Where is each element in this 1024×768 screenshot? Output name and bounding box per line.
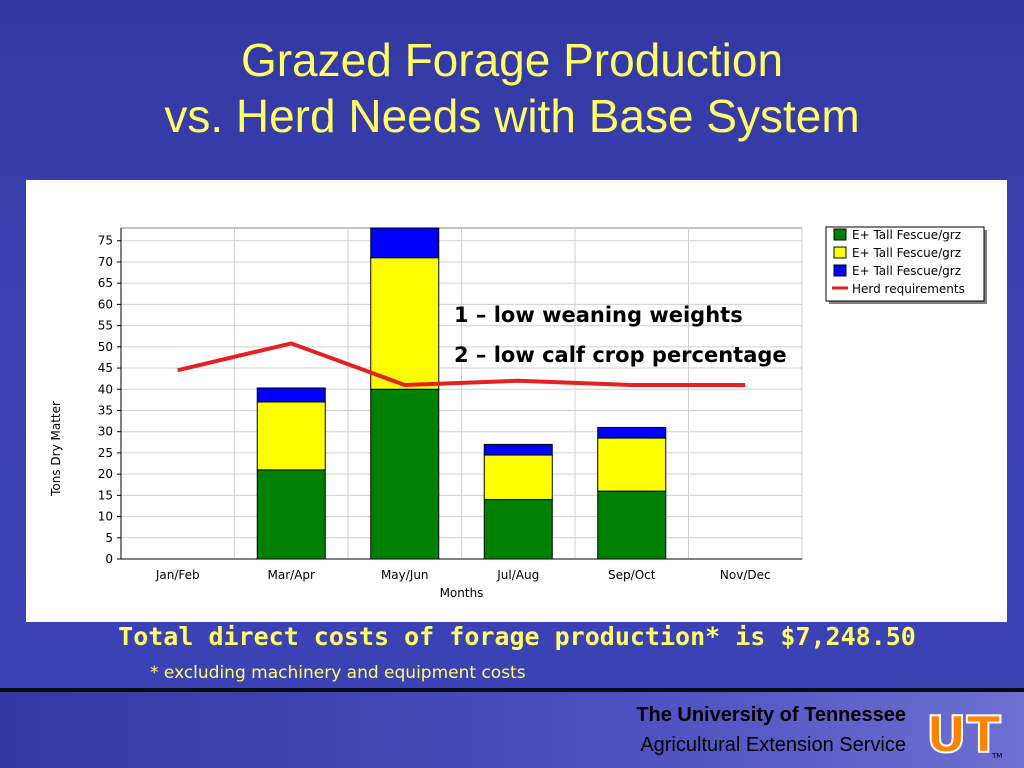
y-tick-label: 70 — [98, 255, 113, 269]
y-tick-label: 30 — [98, 425, 113, 439]
cost-footnote: * excluding machinery and equipment cost… — [150, 663, 526, 683]
legend-box — [825, 226, 985, 302]
bar-segment — [597, 426, 667, 439]
y-tick-label: 25 — [98, 446, 113, 460]
y-tick-label: 15 — [98, 488, 113, 502]
bar-segment — [370, 388, 440, 560]
footer-band — [0, 692, 1024, 768]
bar-segment — [483, 454, 553, 501]
axis-layer: 0 5 10 15 20 25 30 35 40 45 50 55 60 65 70 75 Jan/Feb Mar… — [98, 228, 802, 582]
y-tick-label: 75 — [98, 234, 113, 248]
y-tick-label: 20 — [98, 467, 113, 481]
legend-swatch — [833, 246, 847, 259]
y-tick-label: 60 — [98, 297, 113, 311]
line-layer — [177, 341, 746, 388]
chart-panel: 0 5 10 15 20 25 30 35 40 45 50 55 60 65 70 75 Jan/Feb Mar… — [26, 180, 1007, 622]
y-axis-label: Tons Dry Matter — [49, 401, 63, 497]
legend-swatch — [833, 228, 847, 241]
y-tick-label: 0 — [105, 552, 113, 566]
x-tick-label: Jan/Feb — [155, 568, 200, 582]
y-tick-label: 65 — [98, 276, 113, 290]
x-tick-label: May/Jun — [381, 568, 429, 582]
grid-layer — [120, 227, 803, 560]
bar-segment — [370, 227, 440, 259]
chart-legend: E+ Tall Fescue/grz E+ Tall Fescue/grz E+ T… — [825, 226, 987, 304]
forage-chart: 0 5 10 15 20 25 30 35 40 45 50 55 60 65 70 75 Jan/Feb Mar… — [49, 226, 987, 600]
slide-title: Grazed Forage Production vs. Herd Needs … — [0, 32, 1024, 144]
bar-segment — [483, 499, 553, 560]
bar-segment — [597, 490, 667, 560]
extension-service-name: Agricultural Extension Service — [640, 734, 906, 756]
x-tick-label: Sep/Oct — [608, 568, 656, 582]
title-line-2: vs. Herd Needs with Base System — [164, 90, 860, 142]
bar-segment — [483, 443, 553, 456]
y-tick-label: 5 — [105, 531, 113, 545]
legend-entry: E+ Tall Fescue/grz — [852, 264, 961, 278]
footer-divider — [0, 688, 1024, 692]
x-tick-label: Mar/Apr — [268, 568, 316, 582]
legend-swatch — [833, 264, 847, 277]
title-line-1: Grazed Forage Production — [240, 34, 784, 86]
bar-segment — [597, 437, 667, 492]
ut-logo-mark: UT — [926, 706, 1001, 762]
herd-requirements-line — [177, 341, 746, 388]
bar-segment — [256, 469, 326, 560]
note-low-calf-crop: 2 – low calf crop percentage — [454, 343, 787, 367]
y-tick-label: 40 — [98, 382, 113, 396]
x-tick-label: Nov/Dec — [720, 568, 771, 582]
bar-layer — [256, 227, 667, 560]
ut-logo: UT TM — [925, 705, 1002, 762]
x-axis-label: Months — [440, 586, 484, 600]
total-cost-text: Total direct costs of forage production*… — [118, 622, 916, 651]
university-name: The University of Tennessee — [636, 704, 906, 726]
y-tick-label: 10 — [98, 510, 113, 524]
legend-entry: Herd requirements — [852, 282, 965, 296]
y-tick-label: 55 — [98, 319, 113, 333]
note-low-weaning-weights: 1 – low weaning weights — [454, 303, 743, 327]
legend-entry: E+ Tall Fescue/grz — [852, 228, 961, 242]
y-tick-label: 45 — [98, 361, 113, 375]
ut-logo-tm: TM — [991, 752, 1002, 760]
bar-segment — [256, 387, 326, 403]
legend-entry: E+ Tall Fescue/grz — [852, 246, 961, 260]
bar-segment — [370, 257, 440, 390]
bar-segment — [256, 401, 326, 471]
y-tick-label: 50 — [98, 340, 113, 354]
y-tick-label: 35 — [98, 403, 113, 417]
x-tick-label: Jul/Aug — [496, 568, 539, 582]
